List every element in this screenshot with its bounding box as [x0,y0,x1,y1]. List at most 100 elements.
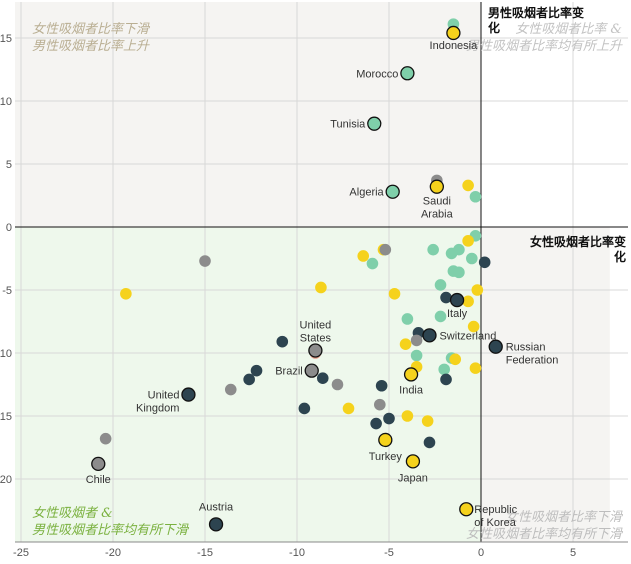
data-point [401,410,414,422]
label-italy: Italy [447,308,468,320]
x-axis-title: 女性吸烟者比率变 [530,234,626,249]
label-russian-federation: Russian Federation [506,342,559,367]
point-brazil [304,363,319,378]
label-tunisia: Tunisia [330,119,366,131]
data-points [91,18,503,532]
point-algeria [385,184,400,199]
label-japan: Japan [398,472,428,484]
data-point [445,247,458,260]
x-axis-title: 化 [614,249,626,264]
quadrant-note-bottom-right: 女性吸烟者比率下滑 [505,509,624,525]
grid-lines [15,2,628,542]
data-point [370,417,382,430]
data-point [410,349,423,362]
data-point [466,252,478,265]
data-point [462,235,474,247]
point-russian-federation [488,339,503,354]
point-italy [449,292,465,308]
data-point [469,362,482,374]
label-austria: Austria [199,501,234,513]
quadrant-bottom-right [481,227,610,542]
data-point [423,436,436,449]
y-tick-label: -15 [0,411,12,423]
data-point [331,378,344,391]
x-tick-label: -15 [197,547,213,559]
quadrant-note-top-left: 女性吸烟者比率下滑 [32,21,151,37]
label-brazil: Brazil [275,366,303,378]
data-point [434,279,447,291]
data-point [276,335,289,348]
point-republic-of-korea [459,502,474,517]
data-point [453,266,465,279]
data-point [375,379,388,392]
x-tick-label: 0 [478,547,484,559]
point-indonesia [446,25,461,41]
label-indonesia: Indonesia [430,40,479,52]
data-point [434,310,447,323]
data-point [421,415,434,427]
x-tick-label: 5 [570,547,576,559]
data-point [366,257,379,270]
point-united-kingdom [181,387,196,402]
data-point [224,383,237,396]
quadrant-note-top-right: 女性吸烟者比率 & [515,21,622,37]
point-chile [91,456,106,472]
label-algeria: Algeria [349,187,384,199]
data-point [440,291,452,304]
point-india [403,367,419,382]
data-point [374,398,386,411]
label-chile: Chile [86,474,111,486]
data-point [120,287,132,300]
data-point [478,256,491,269]
data-point [471,284,484,296]
data-point [379,243,392,256]
x-tick-label: -25 [13,547,29,559]
data-point [399,338,412,350]
y-axis-title: 男性吸烟者比率变 [488,5,584,20]
data-point [467,320,480,333]
data-point [99,432,112,445]
point-austria [208,517,224,532]
quadrant-note-bottom-left: 男性吸烟者比率均有所下滑 [32,522,190,538]
point-saudi-arabia [429,179,444,194]
data-point [401,313,414,325]
label-switzerland: Switzerland [439,330,496,342]
data-point [357,250,370,262]
point-united-states [308,343,323,358]
data-point [388,287,401,300]
data-point [383,412,395,425]
point-switzerland [422,328,437,343]
data-point [462,179,474,192]
label-turkey: Turkey [369,451,403,463]
label-saudi-arabia: Saudi Arabia [421,196,454,221]
data-point [449,353,462,366]
quadrant-note-bottom-right: 女性吸烟者比率均有所下滑 [466,526,624,542]
data-point [250,364,263,377]
y-tick-label: 15 [0,33,12,45]
y-axis-title: 化 [488,20,500,35]
point-labels: Indonesia Morocco Tunisia Algeria Saudi Arabi… [86,40,559,529]
quadrant-note-top-right: 男性吸烟者比率均有所上升 [466,38,623,54]
data-point [440,373,452,386]
x-tick-labels: -25 -20 -15 -10 -5 0 5 [13,547,576,559]
y-tick-label: -10 [0,348,12,360]
y-tick-labels: 15 10 5 0 -5 -10 -15 -20 [0,33,12,486]
x-tick-label: -5 [384,547,394,559]
label-morocco: Morocco [356,68,398,80]
data-point [410,334,423,347]
data-point [438,363,451,376]
data-point [342,402,355,415]
point-morocco [400,66,415,81]
data-point [427,243,439,256]
y-tick-label: 0 [6,222,12,234]
data-point [315,281,327,294]
quadrant-note-bottom-left: 女性吸烟者 & [32,505,113,521]
point-japan [405,454,421,469]
x-tick-label: -10 [289,547,305,559]
label-india: India [399,384,424,396]
data-point [199,255,211,267]
x-tick-label: -20 [105,547,121,559]
y-tick-label: -5 [2,285,12,297]
